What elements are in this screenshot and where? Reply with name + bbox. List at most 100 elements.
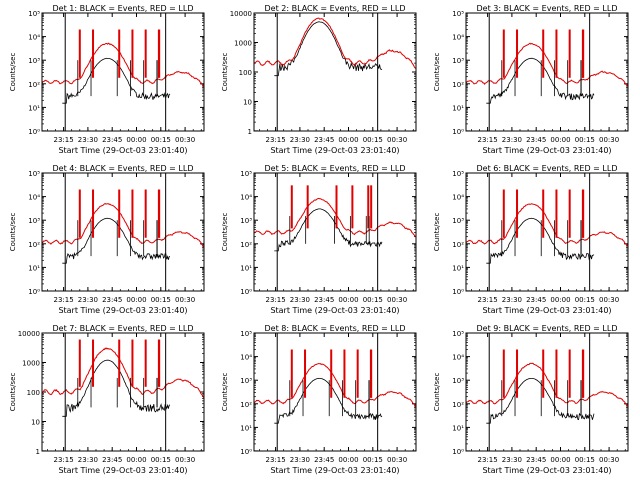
x-axis-label: Start Time (29-Oct-03 23:01:40): [270, 146, 399, 155]
chart-panel-7: Det 7: BLACK = Events, RED = LLD Counts/s…: [9, 324, 205, 475]
lld-series-line: [42, 42, 204, 87]
events-series-line: [274, 208, 383, 252]
y-tick-label: 10⁰: [452, 128, 464, 136]
y-tick-label: 10⁵: [240, 170, 252, 178]
y-axis-label: Counts/sec: [433, 373, 441, 412]
plot-frame: [41, 172, 205, 292]
x-tick-label: 23:45: [102, 136, 122, 144]
y-axis-label: Counts/sec: [9, 53, 17, 92]
chart-panel-3: Det 3: BLACK = Events, RED = LLD Counts/s…: [433, 4, 629, 155]
x-tick-label: 00:00: [550, 136, 570, 144]
y-tick-label: 10³: [452, 217, 464, 225]
y-axis-label: Counts/sec: [433, 213, 441, 252]
x-tick-label: 00:15: [151, 456, 171, 464]
y-tick-label: 10¹: [240, 264, 252, 272]
events-series-line: [62, 57, 171, 104]
x-tick-label: 00:15: [363, 456, 383, 464]
x-tick-label: 23:45: [102, 456, 122, 464]
lld-series-line: [466, 362, 628, 407]
x-tick-label: 23:45: [102, 296, 122, 304]
lld-series-line: [466, 42, 628, 87]
y-tick-label: 10⁴: [452, 354, 464, 362]
x-tick-label: 23:45: [314, 296, 334, 304]
lld-series-line: [254, 362, 416, 408]
events-series-line: [486, 217, 595, 264]
y-tick-label: 10²: [452, 241, 464, 249]
x-axis-label: Start Time (29-Oct-03 23:01:40): [58, 146, 187, 155]
panel-title: Det 2: BLACK = Events, RED = LLD: [265, 4, 406, 13]
events-series-line: [274, 377, 383, 424]
y-tick-label: 10⁴: [240, 194, 252, 202]
lld-series-line: [42, 203, 204, 248]
x-tick-label: 23:30: [290, 296, 310, 304]
x-tick-label: 00:15: [575, 136, 595, 144]
x-axis-label: Start Time (29-Oct-03 23:01:40): [482, 466, 611, 475]
events-series-line: [62, 359, 171, 417]
y-axis-label: Counts/sec: [221, 53, 229, 92]
x-tick-label: 00:15: [363, 136, 383, 144]
x-tick-label: 23:15: [54, 136, 74, 144]
x-tick-label: 00:00: [550, 456, 570, 464]
y-tick-label: 10¹: [452, 264, 464, 272]
y-tick-label: 10⁰: [452, 448, 464, 456]
plot-frame: [41, 12, 205, 132]
chart-panel-4: Det 4: BLACK = Events, RED = LLD Counts/s…: [9, 164, 205, 315]
y-tick-label: 10000: [230, 10, 252, 18]
x-tick-label: 23:15: [54, 296, 74, 304]
x-tick-label: 00:30: [387, 136, 407, 144]
x-tick-label: 23:15: [266, 456, 286, 464]
y-tick-label: 10⁵: [240, 330, 252, 338]
x-tick-label: 00:15: [575, 296, 595, 304]
y-tick-label: 1000: [22, 360, 40, 368]
x-tick-label: 23:30: [502, 296, 522, 304]
x-tick-label: 23:30: [78, 456, 98, 464]
x-tick-label: 23:15: [54, 456, 74, 464]
plot-frame: [253, 332, 417, 452]
y-tick-label: 10⁰: [28, 288, 40, 296]
y-tick-label: 10³: [28, 217, 40, 225]
plot-frame: [41, 332, 205, 452]
plot-frame: [465, 12, 629, 132]
y-tick-label: 10²: [240, 241, 252, 249]
y-tick-label: 10¹: [452, 104, 464, 112]
x-tick-label: 00:15: [151, 296, 171, 304]
panel-title: Det 1: BLACK = Events, RED = LLD: [53, 4, 194, 13]
y-tick-label: 10⁰: [28, 128, 40, 136]
x-tick-label: 23:30: [78, 136, 98, 144]
x-tick-label: 00:30: [387, 456, 407, 464]
lld-series-line: [254, 197, 416, 238]
y-tick-label: 10⁴: [28, 194, 40, 202]
x-tick-label: 00:00: [126, 456, 146, 464]
y-axis-label: Counts/sec: [433, 53, 441, 92]
panel-title: Det 3: BLACK = Events, RED = LLD: [477, 4, 618, 13]
x-axis-label: Start Time (29-Oct-03 23:01:40): [482, 306, 611, 315]
x-tick-label: 23:30: [78, 296, 98, 304]
x-tick-label: 23:30: [290, 136, 310, 144]
y-tick-label: 10²: [452, 401, 464, 409]
y-tick-label: 10⁵: [28, 170, 40, 178]
y-tick-label: 10³: [28, 57, 40, 65]
y-axis-label: Counts/sec: [9, 213, 17, 252]
x-tick-label: 23:15: [266, 136, 286, 144]
y-tick-label: 10: [243, 99, 252, 107]
x-tick-label: 00:30: [599, 136, 619, 144]
x-tick-label: 23:45: [314, 456, 334, 464]
panel-title: Det 4: BLACK = Events, RED = LLD: [53, 164, 194, 173]
x-tick-label: 23:30: [290, 456, 310, 464]
events-series-line: [486, 57, 595, 104]
chart-panel-2: Det 2: BLACK = Events, RED = LLD Counts/s…: [221, 4, 417, 155]
x-tick-label: 00:30: [175, 296, 195, 304]
x-tick-label: 23:45: [526, 136, 546, 144]
x-tick-label: 00:15: [151, 136, 171, 144]
y-tick-label: 10³: [452, 57, 464, 65]
y-axis-label: Counts/sec: [9, 373, 17, 412]
y-tick-label: 10: [31, 419, 40, 427]
y-tick-label: 10⁵: [28, 10, 40, 18]
y-tick-label: 10³: [240, 217, 252, 225]
x-axis-label: Start Time (29-Oct-03 23:01:40): [482, 146, 611, 155]
y-tick-label: 10²: [28, 241, 40, 249]
x-tick-label: 00:00: [338, 296, 358, 304]
x-tick-label: 00:30: [387, 296, 407, 304]
y-tick-label: 100: [239, 69, 252, 77]
y-tick-label: 10⁴: [28, 34, 40, 42]
